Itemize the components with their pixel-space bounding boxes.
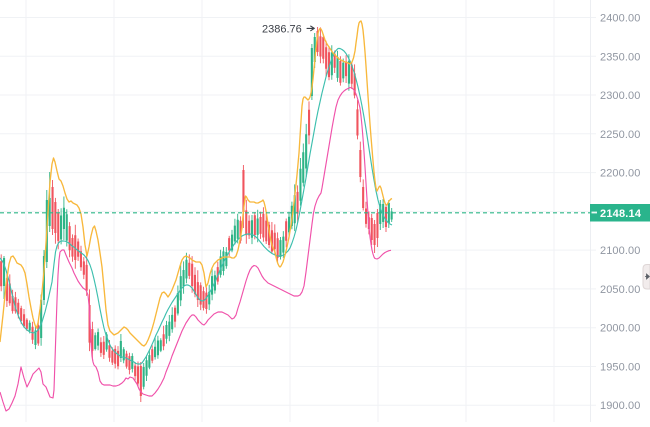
- svg-text:2100.00: 2100.00: [600, 245, 640, 257]
- svg-text:2386.76: 2386.76: [262, 24, 302, 36]
- svg-text:2000.00: 2000.00: [600, 323, 640, 335]
- svg-text:1900.00: 1900.00: [600, 400, 640, 412]
- svg-text:2400.00: 2400.00: [600, 13, 640, 25]
- svg-text:2200.00: 2200.00: [600, 168, 640, 180]
- svg-text:1950.00: 1950.00: [600, 362, 640, 374]
- svg-text:2350.00: 2350.00: [600, 51, 640, 63]
- svg-text:2050.00: 2050.00: [600, 284, 640, 296]
- svg-text:2148.14: 2148.14: [600, 208, 642, 220]
- svg-text:2300.00: 2300.00: [600, 90, 640, 102]
- svg-text:2250.00: 2250.00: [600, 129, 640, 141]
